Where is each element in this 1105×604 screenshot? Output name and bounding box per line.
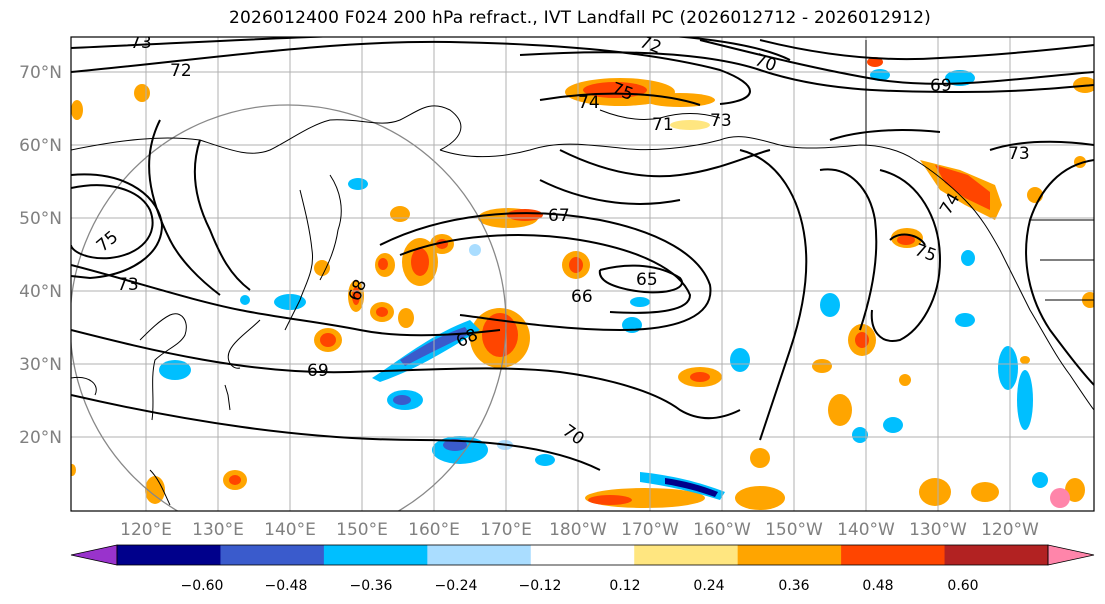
colorbar-tick-labels: −0.60 −0.48 −0.36 −0.24 −0.12 0.12 0.24 … — [181, 578, 979, 594]
contour-label: 73 — [130, 33, 152, 53]
lon-label: 120°E — [120, 520, 172, 540]
lon-label: 120°W — [981, 520, 1039, 540]
reference-circle — [71, 104, 507, 511]
colorbar-tick-label: 0.24 — [693, 578, 724, 594]
map-frame — [70, 36, 1095, 512]
shading-layer — [71, 57, 1094, 510]
latitude-labels: 70°N 60°N 50°N 40°N 30°N 20°N — [19, 63, 62, 448]
colorbar-tick-label: 0.60 — [947, 578, 978, 594]
colorbar-swatch — [220, 545, 325, 565]
contour-label: 65 — [636, 270, 658, 290]
lat-label: 30°N — [19, 355, 62, 375]
lon-label: 150°W — [765, 520, 823, 540]
lon-label: 140°E — [264, 520, 316, 540]
lon-label: 170°E — [480, 520, 532, 540]
colorbar — [70, 544, 1095, 566]
coastlines — [71, 40, 1094, 506]
colorbar-tick-label: 0.12 — [609, 578, 640, 594]
contour-label: 73 — [1008, 144, 1030, 164]
colorbar-tick-label: −0.48 — [265, 578, 308, 594]
contour-label: 73 — [710, 111, 732, 131]
lon-label: 150°E — [336, 520, 388, 540]
colorbar-extend-low — [70, 544, 118, 566]
lon-label: 170°W — [621, 520, 679, 540]
lat-label: 50°N — [19, 209, 62, 229]
lon-label: 140°W — [837, 520, 895, 540]
colorbar-swatch — [634, 545, 739, 565]
colorbar-swatch — [737, 545, 842, 565]
contour-label: 69 — [930, 76, 952, 96]
colorbar-tick-label: 0.48 — [862, 578, 893, 594]
lon-label: 130°W — [909, 520, 967, 540]
contour-label: 69 — [307, 361, 329, 381]
lon-label: 160°W — [693, 520, 751, 540]
refractivity-contours — [71, 37, 1094, 471]
contour-label: 73 — [117, 275, 139, 295]
longitude-labels: 120°E 130°E 140°E 150°E 160°E 170°E 180°… — [120, 520, 1039, 540]
colorbar-tick-label: −0.60 — [181, 578, 224, 594]
colorbar-swatch — [944, 545, 1049, 565]
colorbar-tick-label: −0.36 — [350, 578, 393, 594]
colorbar-tick-label: −0.24 — [435, 578, 478, 594]
contour-label: 72 — [637, 32, 664, 58]
lat-label: 60°N — [19, 136, 62, 156]
colorbar-swatch — [323, 545, 428, 565]
contour-label: 72 — [170, 61, 192, 81]
map-title: 2026012400 F024 200 hPa refract., IVT La… — [228, 8, 931, 28]
contour-label: 71 — [652, 115, 674, 135]
lat-label: 70°N — [19, 63, 62, 83]
colorbar-tick-label: 0.36 — [778, 578, 809, 594]
lat-label: 20°N — [19, 428, 62, 448]
lon-label: 160°E — [408, 520, 460, 540]
colorbar-frame — [116, 544, 1049, 566]
contour-label: 66 — [571, 287, 593, 307]
lat-label: 40°N — [19, 282, 62, 302]
colorbar-swatch — [530, 545, 635, 565]
contour-label: 67 — [548, 206, 570, 226]
colorbar-swatch — [427, 545, 532, 565]
colorbar-tick-label: −0.12 — [519, 578, 562, 594]
colorbar-extend-high — [1047, 544, 1095, 566]
colorbar-swatch — [117, 545, 221, 565]
contour-label: 74 — [578, 93, 600, 113]
lon-label: 180°W — [549, 520, 607, 540]
lon-label: 130°E — [192, 520, 244, 540]
colorbar-swatch — [841, 545, 946, 565]
